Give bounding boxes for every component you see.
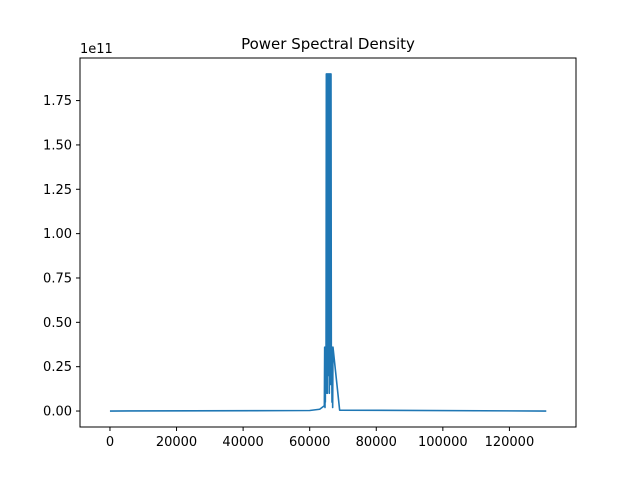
axes-layer: 0 20000 40000 60000 80000 100000 120000 0.00 0.2…: [43, 94, 534, 450]
y-tick-label: 0.50: [43, 316, 72, 331]
x-tick-label: 0: [106, 435, 114, 450]
y-tick-label: 0.25: [43, 360, 72, 375]
chart-title: Power Spectral Density: [241, 35, 415, 53]
x-tick-label: 80000: [356, 435, 397, 450]
y-tick-label: 0.75: [43, 271, 72, 286]
y-tick-label: 1.50: [43, 138, 72, 153]
y-tick-label: 1.25: [43, 183, 72, 198]
plot-frame: [79, 57, 577, 428]
y-axis-offset-text: 1e11: [80, 42, 113, 57]
y-tick-label: 1.00: [43, 227, 72, 242]
x-tick-label: 100000: [418, 435, 468, 450]
x-tick-label: 20000: [156, 435, 197, 450]
series-layer: [109, 73, 547, 412]
y-tick-label: 1.75: [43, 94, 72, 109]
y-tick-label: 0.00: [43, 405, 72, 420]
x-tick-label: 120000: [485, 435, 535, 450]
x-tick-label: 40000: [222, 435, 263, 450]
x-tick-label: 60000: [289, 435, 330, 450]
psd-series-line: [109, 73, 547, 412]
